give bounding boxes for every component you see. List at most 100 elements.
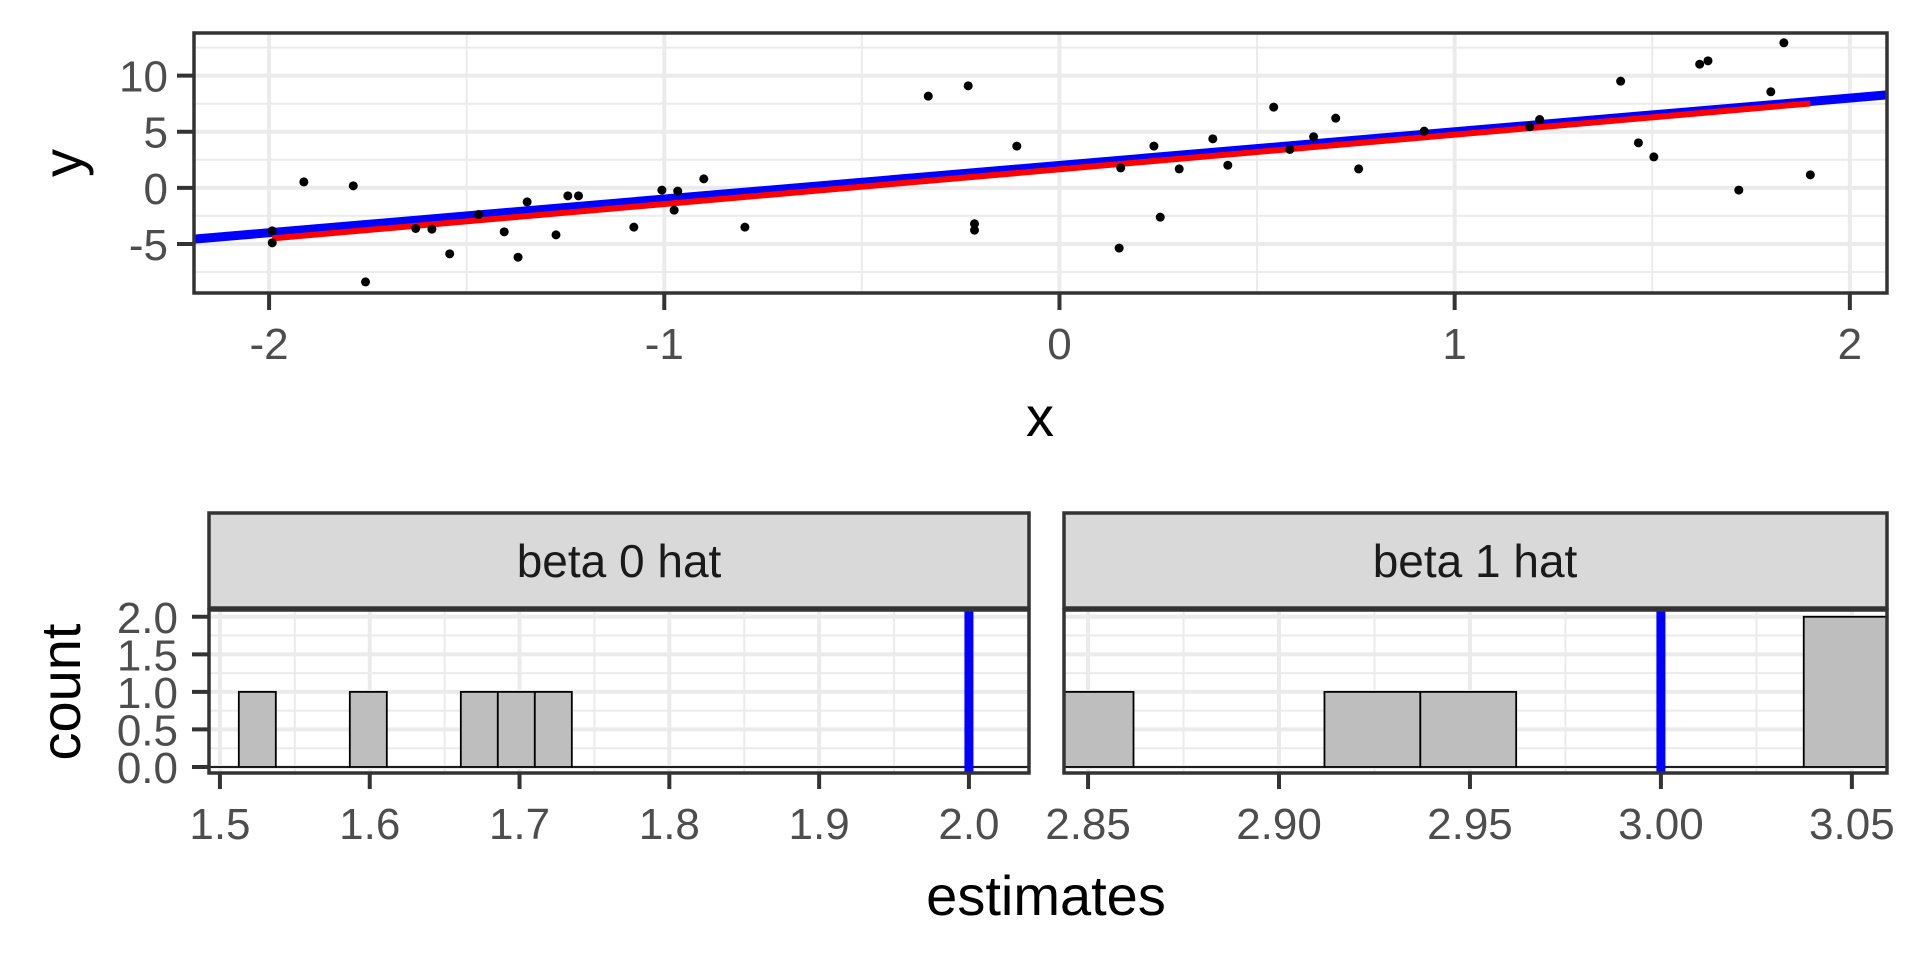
y-tick-label: 1.5 xyxy=(117,631,178,680)
x-tick-label: 1 xyxy=(1442,320,1466,369)
strip-label-beta-1-hat: beta 1 hat xyxy=(1373,535,1578,587)
data-point xyxy=(1695,59,1705,69)
facet-1-bars xyxy=(1063,615,1888,768)
data-point xyxy=(499,227,509,237)
x-tick-label: 2 xyxy=(1838,320,1862,369)
x-tick-label: 3.05 xyxy=(1809,800,1895,849)
data-point xyxy=(361,277,371,287)
data-point xyxy=(699,174,709,184)
x-tick-label: -1 xyxy=(645,320,684,369)
y-tick-label: 0.0 xyxy=(117,744,178,793)
data-point xyxy=(522,197,532,207)
scatter-x-axis: -2 -1 0 1 2 xyxy=(250,293,1862,369)
data-point xyxy=(740,222,750,232)
data-point xyxy=(1535,115,1545,125)
data-point xyxy=(574,191,584,201)
data-point xyxy=(1174,164,1184,174)
histogram-bar xyxy=(237,690,277,768)
histogram-bar xyxy=(1419,690,1518,768)
data-point xyxy=(1155,212,1165,222)
data-point xyxy=(970,219,980,229)
scatter-y-axis: -5 0 5 10 xyxy=(119,53,194,270)
data-point xyxy=(923,91,933,101)
x-tick-label: 2.0 xyxy=(938,800,999,849)
y-tick-label: -5 xyxy=(129,221,168,270)
data-point xyxy=(267,238,277,248)
data-point xyxy=(1208,134,1218,144)
facet-1-panel-border xyxy=(1062,608,1889,775)
facet-0-bars xyxy=(209,690,1029,768)
data-point xyxy=(1285,144,1295,154)
data-point xyxy=(348,181,358,191)
data-point xyxy=(427,224,437,234)
data-point xyxy=(1354,164,1364,174)
data-point xyxy=(1012,141,1022,151)
histogram-bar xyxy=(1063,690,1135,768)
data-point xyxy=(673,186,683,196)
histogram-bar xyxy=(348,690,388,768)
data-point xyxy=(1649,152,1659,162)
data-point xyxy=(1309,132,1319,142)
data-point xyxy=(1766,87,1776,97)
facet-0-x-axis: 1.5 1.6 1.7 1.8 1.9 2.0 xyxy=(189,773,1000,849)
data-point xyxy=(551,230,561,240)
x-tick-label: 2.95 xyxy=(1427,800,1513,849)
data-point xyxy=(1149,141,1159,151)
data-point xyxy=(669,205,679,215)
histogram-bar xyxy=(496,690,536,768)
data-point xyxy=(970,225,980,235)
x-tick-label: 2.85 xyxy=(1045,800,1131,849)
data-point xyxy=(629,222,639,232)
y-tick-label: 10 xyxy=(119,53,168,102)
data-point xyxy=(299,177,309,187)
strip-beta-0-hat xyxy=(207,511,1031,610)
data-point xyxy=(1805,170,1815,180)
histogram-y-axis: 0.00.51.01.52.0 xyxy=(117,594,209,793)
data-point xyxy=(657,185,667,195)
histogram-y-axis-title: count xyxy=(29,623,92,760)
data-point xyxy=(1269,102,1279,112)
x-tick-label: 3.00 xyxy=(1618,800,1704,849)
x-tick-label: 1.8 xyxy=(639,800,700,849)
x-tick-label: -2 xyxy=(250,320,289,369)
x-tick-label: 1.9 xyxy=(789,800,850,849)
data-point xyxy=(1223,160,1233,170)
y-tick-label: 0 xyxy=(144,165,168,214)
scatter-x-axis-title: x xyxy=(1026,385,1054,448)
x-tick-label: 0 xyxy=(1047,320,1071,369)
data-point xyxy=(1525,122,1535,132)
data-point xyxy=(1633,138,1643,148)
scatter-panel-border xyxy=(192,31,1889,295)
data-point xyxy=(1331,113,1341,123)
scatter-y-axis-title: y xyxy=(31,149,94,177)
data-point xyxy=(1116,163,1126,173)
data-point xyxy=(563,191,573,201)
strip-beta-1-hat xyxy=(1062,511,1889,610)
data-point xyxy=(474,209,484,219)
x-tick-label: 2.90 xyxy=(1236,800,1322,849)
data-point xyxy=(1114,243,1124,253)
y-tick-label: 0.5 xyxy=(117,706,178,755)
data-point xyxy=(1419,126,1429,136)
strip-label-beta-0-hat: beta 0 hat xyxy=(517,535,722,587)
facet-1-x-axis: 2.85 2.90 2.95 3.00 3.05 xyxy=(1045,773,1895,849)
data-point xyxy=(1616,76,1626,86)
histogram-bar xyxy=(533,690,573,768)
data-point xyxy=(963,81,973,91)
data-point xyxy=(411,223,421,233)
histogram-x-axis-title: estimates xyxy=(926,864,1166,927)
facet-beta-0-hat: beta 0 hat 1.5 1.6 1.7 1.8 1.9 2.0 xyxy=(189,511,1031,849)
data-point xyxy=(1703,56,1713,66)
histogram-bar xyxy=(1802,615,1888,768)
scatter-panel: -2 -1 0 1 2 -5 0 5 10 x y xyxy=(31,31,1889,448)
histogram-bar xyxy=(459,690,499,768)
data-point xyxy=(267,226,277,236)
fitted-regression-line xyxy=(271,100,1811,242)
y-tick-label: 5 xyxy=(144,109,168,158)
x-tick-label: 1.6 xyxy=(339,800,400,849)
facet-beta-1-hat: beta 1 hat 2.85 2.90 2.95 3.00 3.05 xyxy=(1045,511,1895,849)
data-point xyxy=(1779,38,1789,48)
data-point xyxy=(445,249,455,259)
data-point xyxy=(1734,185,1744,195)
